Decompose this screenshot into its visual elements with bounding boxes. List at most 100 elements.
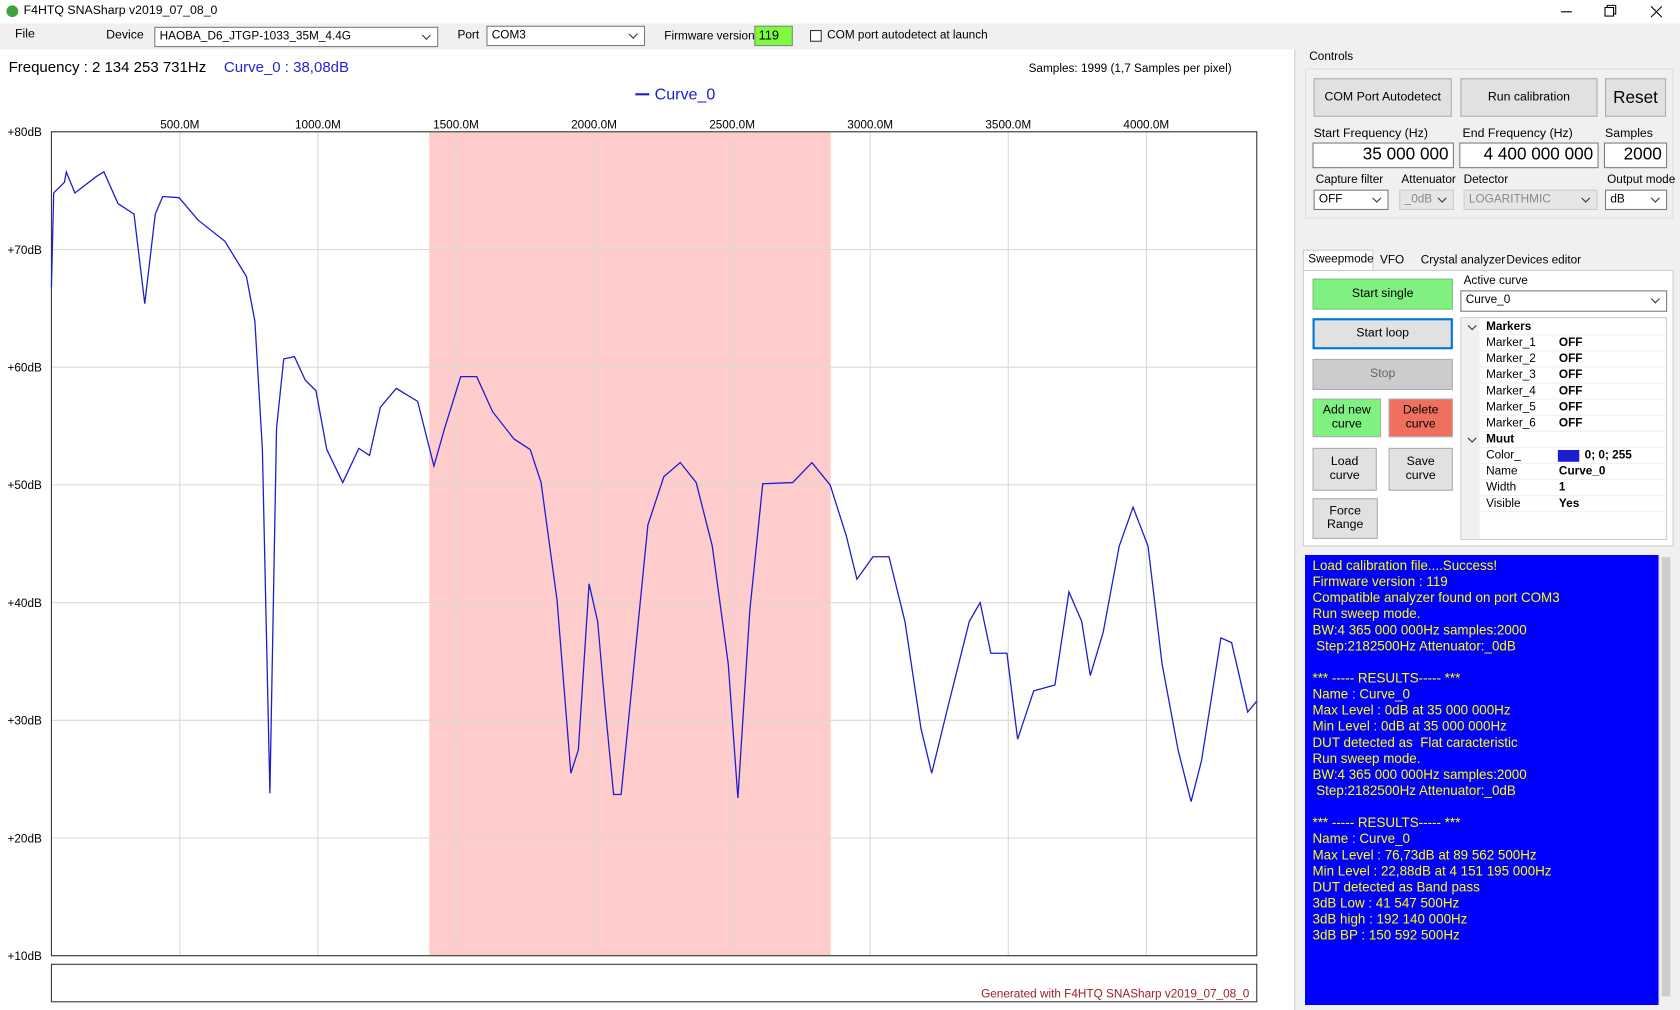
property-name: Name	[1486, 465, 1518, 478]
title-bar	[0, 0, 1680, 24]
log-block: Load calibration file....Success! Firmwar…	[1313, 558, 1656, 654]
tab[interactable]: Devices editor	[1506, 253, 1582, 267]
output-select[interactable]: dB	[1605, 189, 1668, 211]
curve	[50, 169, 1257, 802]
samples-label: Samples	[1605, 127, 1653, 141]
tab[interactable]: VFO	[1380, 253, 1405, 267]
property-value: 0; 0; 255	[1584, 448, 1632, 462]
property-value: Curve_0	[1558, 465, 1606, 478]
com-autodetect-button[interactable]: COM Port Autodetect	[1313, 78, 1452, 117]
device-label: Device	[106, 28, 144, 42]
group-label: Muut	[1486, 432, 1515, 446]
property-row: Marker_5 OFF	[1461, 400, 1667, 416]
x-tick-label: 1500.0M	[433, 119, 479, 132]
property-name: Marker_5	[1486, 400, 1536, 414]
scroll-thumb[interactable]	[1661, 557, 1671, 997]
y-tick-label: +20dB	[8, 832, 43, 845]
attenuator-label: Attenuator	[1401, 173, 1456, 187]
output-label: Output mode	[1607, 173, 1676, 187]
load-curve-button[interactable]: Load curve	[1312, 447, 1377, 491]
log-line: 3dB BP : 150 592 500Hz	[1312, 927, 1460, 943]
log-line: Compatible analyzer found on port COM3	[1312, 590, 1560, 606]
port-select[interactable]: COM3	[486, 25, 646, 47]
log-line: Min Level : 0dB at 35 000 000Hz	[1312, 718, 1507, 734]
expander	[1467, 433, 1477, 443]
menu-file[interactable]: File	[15, 27, 35, 41]
plot-frame	[50, 131, 1258, 957]
attenuator-select[interactable]: _0dB	[1399, 189, 1454, 211]
end-freq-input[interactable]: 4 400 000 000	[1459, 142, 1599, 169]
property-name: Marker_2	[1486, 352, 1536, 366]
controls-title: Controls	[1309, 50, 1354, 64]
port-label: Port	[457, 28, 480, 42]
property-name: Width	[1486, 481, 1517, 494]
start-loop-button[interactable]: Start loop	[1312, 318, 1453, 350]
property-group: Markers	[1461, 319, 1667, 336]
log-line: BW:4 365 000 000Hz samples:2000	[1312, 767, 1527, 783]
x-tick-label: 2500.0M	[709, 119, 755, 132]
window-controls[interactable]	[1543, 0, 1680, 24]
firmware-label: Firmware version	[664, 30, 755, 43]
property-row: Width 1	[1461, 480, 1667, 497]
property-value: OFF	[1558, 368, 1583, 382]
log-line: DUT detected as Band pass	[1312, 879, 1480, 895]
property-value: OFF	[1558, 384, 1583, 398]
log-line: Step:2182500Hz Attenuator:_0dB	[1312, 783, 1516, 799]
expander	[1467, 321, 1477, 331]
property-value: OFF	[1558, 400, 1583, 414]
log-line: *** ----- RESULTS----- ***	[1312, 670, 1461, 686]
property-row: Name Curve_0	[1461, 464, 1667, 481]
samples-input[interactable]: 2000	[1603, 142, 1668, 169]
device-select[interactable]: HAOBA_D6_JTGP-1033_35M_4.4G	[154, 26, 439, 48]
x-tick-label: 4000.0M	[1123, 119, 1169, 132]
y-tick-label: +70dB	[8, 244, 43, 257]
tab[interactable]: Sweepmode	[1308, 252, 1374, 266]
y-tick-label: +30dB	[8, 715, 43, 728]
log-line: DUT detected as Flat caracteristic	[1312, 735, 1518, 751]
detector-select[interactable]: LOGARITHMIC	[1463, 189, 1598, 211]
delete-curve-button[interactable]: Delete curve	[1388, 398, 1453, 438]
footer-text: Generated with F4HTQ SNASharp v2019_07_0…	[981, 988, 1250, 1001]
highlight-band	[429, 131, 831, 956]
log-line: Step:2182500Hz Attenuator:_0dB	[1312, 638, 1516, 654]
tab[interactable]: Crystal analyzer	[1420, 253, 1506, 267]
x-tick-label: 2000.0M	[571, 119, 617, 132]
property-name: Marker_3	[1486, 368, 1536, 382]
active-curve-select[interactable]: Curve_0	[1460, 290, 1668, 312]
autodetect-checkbox[interactable]	[810, 30, 822, 42]
property-name: Color_	[1486, 448, 1521, 462]
legend-label: Curve_0	[655, 86, 716, 104]
filter-label: Capture filter	[1315, 173, 1384, 187]
property-value: OFF	[1558, 336, 1583, 350]
property-value: 1	[1558, 481, 1566, 494]
y-tick-label: +10dB	[8, 950, 43, 963]
stop-button[interactable]: Stop	[1312, 358, 1453, 391]
autodetect-label: COM port autodetect at launch	[827, 28, 988, 42]
add-curve-button[interactable]: Add new curve	[1312, 398, 1382, 438]
x-tick-label: 1000.0M	[295, 119, 341, 132]
start-single-button[interactable]: Start single	[1312, 278, 1453, 310]
x-tick-label: 3500.0M	[985, 119, 1031, 132]
property-value: OFF	[1558, 352, 1583, 366]
log-line: Max Level : 0dB at 35 000 000Hz	[1312, 702, 1511, 718]
save-curve-button[interactable]: Save curve	[1388, 447, 1453, 491]
run-calibration-button[interactable]: Run calibration	[1460, 78, 1598, 117]
reset-button[interactable]: Reset	[1605, 78, 1667, 117]
filter-select[interactable]: OFF	[1313, 189, 1389, 211]
log-line: 3dB Low : 41 547 500Hz	[1312, 895, 1460, 911]
property-row: Marker_6 OFF	[1461, 416, 1667, 432]
tab-active-bg	[1302, 249, 1374, 272]
x-tick-label: 500.0M	[160, 119, 199, 132]
footer-box	[50, 963, 1258, 1003]
firmware-version: 119	[754, 25, 793, 47]
active-curve-label: Active curve	[1463, 274, 1528, 288]
force-range-button[interactable]: Force Range	[1312, 498, 1378, 539]
color-swatch	[1557, 450, 1580, 462]
property-row: Marker_2 OFF	[1461, 351, 1667, 368]
property-value: OFF	[1558, 416, 1583, 430]
log-line: Name : Curve_0	[1312, 686, 1411, 702]
property-row: Marker_3 OFF	[1461, 368, 1667, 384]
start-freq-input[interactable]: 35 000 000	[1312, 142, 1454, 169]
